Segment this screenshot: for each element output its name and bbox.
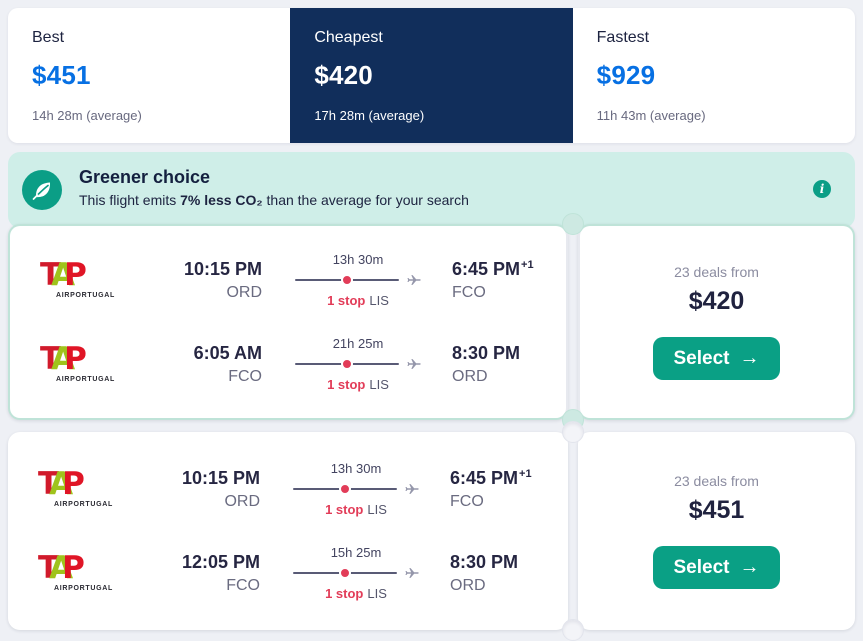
stop-info: 1 stop LIS [327, 377, 389, 392]
tab-duration: 14h 28m (average) [32, 108, 142, 123]
divider-notch-bottom [562, 619, 584, 641]
price-panel: 23 deals from $451 Select → [578, 432, 855, 630]
select-button[interactable]: Select → [652, 546, 781, 589]
arrival-block: 6:45 PM+1 FCO [452, 259, 538, 302]
arrival-block: 8:30 PM ORD [450, 552, 536, 595]
banner-title: Greener choice [79, 166, 211, 187]
tap-logo-subtitle: AIRPORTUGAL [56, 376, 116, 384]
departure-time: 12:05 PM [181, 551, 260, 572]
departure-time: 10:15 PM [183, 258, 262, 279]
banner-text: Greener choice This flight emits 7% less… [79, 167, 469, 208]
departure-time: 10:15 PM [181, 467, 260, 488]
arrival-time: 8:30 PM [452, 342, 521, 363]
departure-airport: ORD [224, 492, 260, 510]
plane-icon [404, 481, 420, 497]
summary-tab-bar: Best $451 14h 28m (average) Cheapest $42… [8, 8, 855, 143]
tap-logo-subtitle: AIRPORTUGAL [54, 501, 114, 509]
departure-time: 6:05 AM [193, 342, 262, 363]
greener-choice-banner: Greener choice This flight emits 7% less… [8, 152, 855, 228]
stop-info: 1 stop LIS [327, 293, 389, 308]
tap-logo-subtitle: AIRPORTUGAL [54, 585, 114, 593]
tab-label: Best [32, 29, 65, 46]
leg-duration: 21h 25m [332, 336, 384, 351]
route-line [292, 572, 397, 574]
arrow-right-icon: → [739, 347, 760, 369]
arrow-right-icon: → [739, 556, 760, 578]
info-icon[interactable]: i [813, 180, 831, 198]
leg-duration: 15h 25m [330, 545, 382, 560]
departure-airport: FCO [226, 576, 260, 594]
tab-duration: 11h 43m (average) [596, 108, 706, 123]
deals-text: 23 deals from [674, 264, 759, 280]
departure-block: 10:15 PM ORD [148, 259, 262, 302]
price: $420 [688, 287, 745, 315]
leg-duration: 13h 30m [330, 461, 382, 476]
next-day-indicator: +1 [521, 258, 534, 271]
route-line [294, 363, 399, 365]
divider-notch-top [562, 213, 584, 235]
arrival-airport: ORD [450, 576, 486, 594]
arrival-time: 6:45 PM+1 [450, 467, 532, 488]
tab-price: $420 [314, 60, 373, 90]
stop-info: 1 stop LIS [325, 586, 387, 601]
plane-icon [404, 565, 420, 581]
route-line [292, 488, 397, 490]
price: $451 [688, 496, 745, 524]
next-day-indicator: +1 [519, 467, 532, 480]
plane-icon [406, 272, 422, 288]
arrival-block: 6:45 PM+1 FCO [450, 468, 536, 511]
deals-text: 23 deals from [674, 473, 759, 489]
route-block: 13h 30m 1 stop LIS [280, 461, 432, 517]
stop-info: 1 stop LIS [325, 502, 387, 517]
arrival-time: 8:30 PM [450, 551, 519, 572]
tab-fastest[interactable]: Fastest $929 11h 43m (average) [572, 8, 855, 143]
route-block: 21h 25m 1 stop LIS [282, 336, 434, 392]
departure-block: 12:05 PM FCO [146, 552, 260, 595]
tab-price: $929 [596, 60, 656, 90]
tab-cheapest[interactable]: Cheapest $420 17h 28m (average) [290, 8, 573, 143]
route-block: 13h 30m 1 stop LIS [282, 252, 434, 308]
departure-airport: FCO [228, 367, 262, 385]
arrival-airport: ORD [452, 367, 488, 385]
tab-label: Cheapest [314, 29, 383, 46]
arrival-block: 8:30 PM ORD [452, 343, 538, 386]
departure-airport: ORD [226, 283, 262, 301]
leg-duration: 13h 30m [332, 252, 384, 267]
arrival-airport: FCO [452, 283, 486, 301]
tab-duration: 17h 28m (average) [314, 108, 425, 123]
arrival-airport: FCO [450, 492, 484, 510]
plane-icon [406, 356, 422, 372]
price-panel: 23 deals from $420 Select → [578, 224, 855, 420]
tap-logo-subtitle: AIRPORTUGAL [56, 292, 116, 300]
departure-block: 10:15 PM ORD [146, 468, 260, 511]
tab-best[interactable]: Best $451 14h 28m (average) [8, 8, 291, 143]
route-line [294, 279, 399, 281]
banner-message: This flight emits 7% less CO₂ than the a… [79, 191, 469, 208]
tab-label: Fastest [596, 29, 650, 46]
arrival-time: 6:45 PM+1 [452, 258, 534, 279]
tab-price: $451 [32, 60, 91, 90]
departure-block: 6:05 AM FCO [148, 343, 262, 386]
route-block: 15h 25m 1 stop LIS [280, 545, 432, 601]
select-button[interactable]: Select → [652, 337, 781, 380]
leaf-icon [22, 170, 62, 210]
divider-notch-top [562, 421, 584, 443]
